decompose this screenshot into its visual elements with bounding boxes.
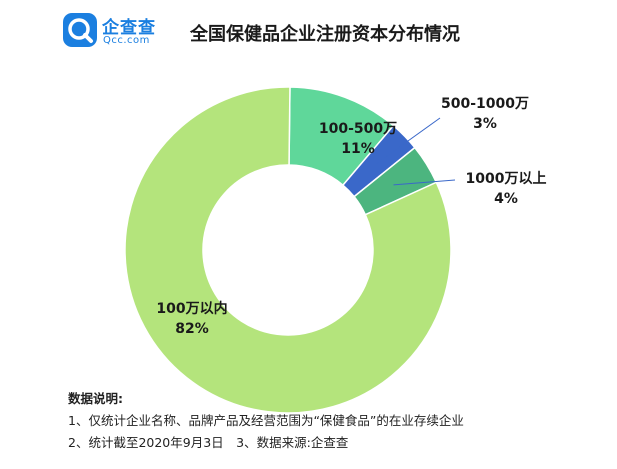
notes-line-1: 1、仅统计企业名称、品牌产品及经营范围为“保健食品”的在业存续企业 xyxy=(68,413,464,428)
qcc-logo-icon xyxy=(63,13,97,47)
leader-line-1000-plus xyxy=(393,179,456,186)
chart-title: 全国保健品企业注册资本分布情况 xyxy=(190,24,460,45)
data-label-1000-plus: 1000万以上 4% xyxy=(466,171,547,207)
notes-line-2: 2、统计截至2020年9月3日 3、数据来源:企查查 xyxy=(68,435,349,450)
logo-subtext: Qcc.com xyxy=(103,35,150,46)
data-label-under-100: 100万以内 82% xyxy=(156,300,227,337)
notes-title: 数据说明: xyxy=(68,391,123,406)
leader-line-500-1000 xyxy=(376,117,441,164)
data-label-100-500: 100-500万 11% xyxy=(319,121,397,157)
slice-100万以内 xyxy=(124,86,452,414)
logo-text: 企查查 xyxy=(102,18,156,38)
data-notes: 数据说明: 1、仅统计企业名称、品牌产品及经营范围为“保健食品”的在业存续企业 … xyxy=(68,388,464,454)
header: 企查查 Qcc.com 全国保健品企业注册资本分布情况 xyxy=(62,12,602,52)
data-label-500-1000: 500-1000万 3% xyxy=(441,96,529,132)
